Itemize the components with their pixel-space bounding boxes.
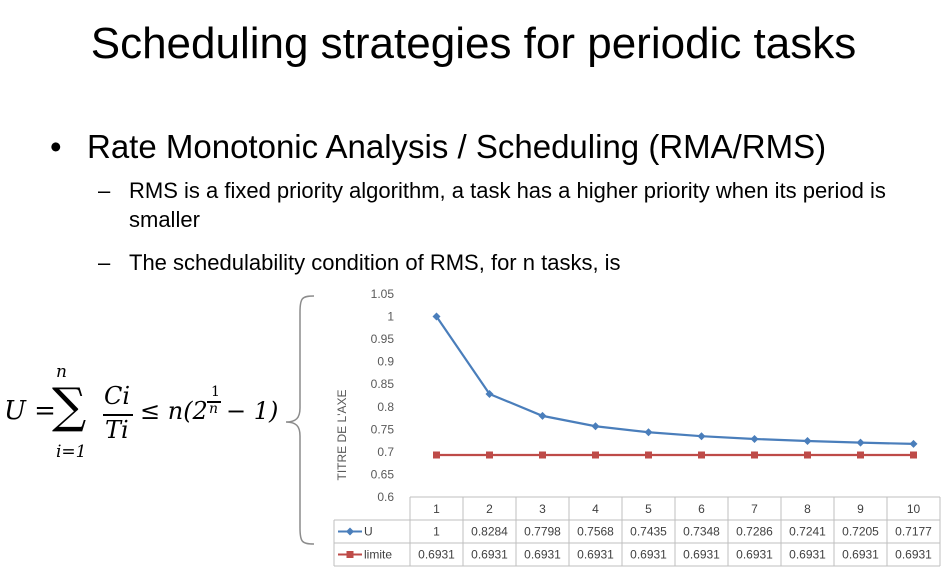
sub-bullet-1: – RMS is a fixed priority algorithm, a t…	[98, 176, 898, 234]
x-tick-label: 6	[698, 502, 705, 516]
data-label: 0.7286	[736, 525, 773, 539]
data-label: 0.6931	[524, 548, 561, 562]
data-label: 0.7435	[630, 525, 667, 539]
y-tick-label: 0.8	[377, 400, 394, 414]
y-tick-label: 0.65	[371, 467, 395, 481]
sum-icon: ∑	[52, 378, 87, 434]
data-label: 0.6931	[789, 548, 826, 562]
data-point-limite	[698, 451, 705, 459]
data-label: 0.7798	[524, 525, 561, 539]
formula-le: ≤ n(2	[140, 397, 208, 425]
legend-label: U	[364, 525, 373, 539]
x-tick-label: 8	[804, 502, 811, 516]
sub-bullet-text: RMS is a fixed priority algorithm, a tas…	[129, 178, 886, 232]
data-label: 0.7241	[789, 525, 826, 539]
exponent-denominator: n	[209, 401, 219, 417]
exponent-numerator: 1	[211, 384, 220, 400]
data-point-U	[750, 434, 759, 443]
y-tick-label: 0.9	[377, 355, 394, 369]
bullet-dot-icon: •	[50, 128, 62, 165]
sub-bullet-text: The schedulability condition of RMS, for…	[129, 250, 621, 275]
data-point-U	[644, 428, 653, 437]
schedulability-formula: U = n ∑ i=1 Ci Ti ≤ n(2 1 n − 1)	[4, 356, 294, 466]
fraction-bar	[103, 414, 133, 416]
formula-upper: n	[56, 362, 67, 382]
data-label: 0.6931	[577, 548, 614, 562]
data-point-U	[538, 411, 547, 420]
formula-numerator: Ci	[104, 382, 131, 410]
chart: TITRE DE L'AXE 1.0510.950.90.850.80.750.…	[333, 287, 941, 567]
x-tick-label: 2	[486, 502, 493, 516]
data-label: 0.7568	[577, 525, 614, 539]
x-tick-label: 1	[433, 502, 440, 516]
data-label: 0.7205	[842, 525, 879, 539]
data-point-limite	[592, 451, 599, 459]
data-label: 0.6931	[895, 548, 932, 562]
data-label: 0.7177	[895, 525, 932, 539]
data-point-U	[432, 312, 441, 321]
x-tick-label: 9	[857, 502, 864, 516]
data-label: 0.8284	[471, 525, 508, 539]
x-tick-label: 10	[907, 502, 921, 516]
legend-key-marker	[346, 551, 354, 558]
data-point-limite	[857, 451, 864, 459]
data-point-limite	[433, 451, 440, 459]
data-point-U	[697, 432, 706, 441]
y-tick-label: 0.75	[371, 422, 395, 436]
data-point-U	[803, 437, 812, 446]
data-point-limite	[804, 451, 811, 459]
sub-bullet-2: – The schedulability condition of RMS, f…	[98, 248, 898, 277]
data-point-U	[485, 389, 494, 398]
data-label: 0.6931	[630, 548, 667, 562]
data-label: 0.6931	[736, 548, 773, 562]
exponent-bar	[207, 401, 221, 403]
y-tick-label: 0.85	[371, 377, 395, 391]
y-axis-title: TITRE DE L'AXE	[335, 390, 349, 481]
main-bullet: • Rate Monotonic Analysis / Scheduling (R…	[50, 126, 826, 168]
y-tick-label: 1	[387, 310, 394, 324]
main-bullet-text: Rate Monotonic Analysis / Scheduling (RM…	[87, 128, 827, 165]
data-label: 0.6931	[471, 548, 508, 562]
data-point-limite	[539, 451, 546, 459]
data-point-limite	[486, 451, 493, 459]
data-point-limite	[645, 451, 652, 459]
dash-icon: –	[98, 250, 111, 275]
x-tick-label: 7	[751, 502, 758, 516]
data-point-U	[591, 422, 600, 431]
x-tick-label: 5	[645, 502, 652, 516]
formula-denominator: Ti	[105, 416, 129, 444]
y-tick-label: 0.95	[371, 332, 395, 346]
dash-icon: –	[98, 178, 111, 203]
data-label: 1	[433, 525, 440, 539]
x-tick-label: 4	[592, 502, 599, 516]
data-point-U	[909, 439, 918, 448]
slide-title: Scheduling strategies for periodic tasks	[90, 19, 857, 68]
x-tick-label: 3	[539, 502, 546, 516]
data-point-U	[856, 438, 865, 447]
data-point-limite	[910, 451, 917, 459]
data-label: 0.6931	[842, 548, 879, 562]
data-label: 0.6931	[418, 548, 455, 562]
y-tick-label: 0.7	[377, 445, 394, 459]
formula-lower: i=1	[56, 442, 87, 462]
data-label: 0.6931	[683, 548, 720, 562]
legend-key-marker	[346, 527, 354, 536]
data-label: 0.7348	[683, 525, 720, 539]
data-point-limite	[751, 451, 758, 459]
formula-lhs: U =	[4, 396, 56, 426]
legend-label: limite	[364, 548, 392, 562]
curly-brace-icon	[285, 295, 315, 545]
formula-tail: − 1)	[226, 397, 279, 425]
series-line-U	[435, 315, 914, 446]
y-tick-label: 0.6	[377, 490, 394, 504]
y-tick-label: 1.05	[371, 287, 395, 301]
